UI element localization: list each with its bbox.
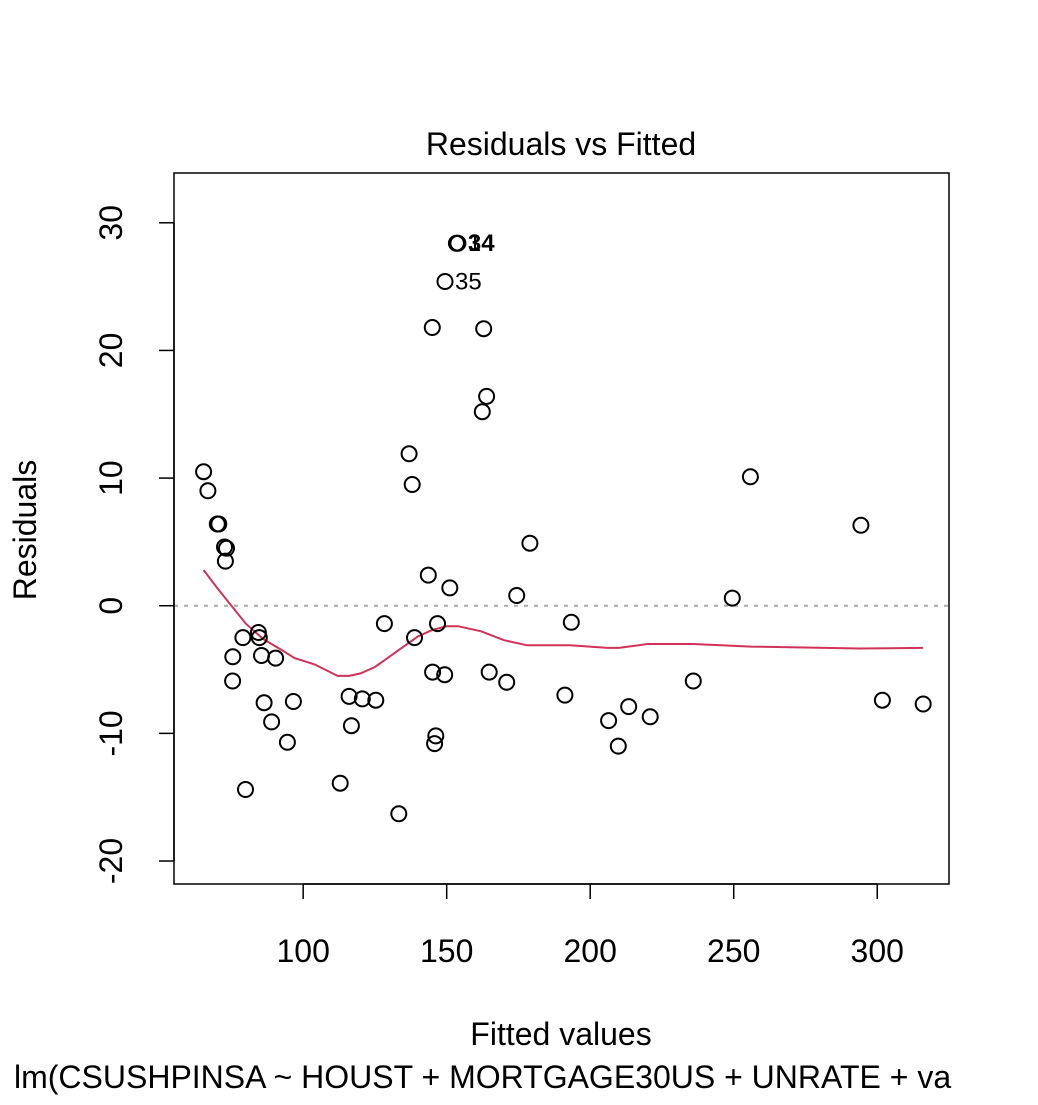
data-point xyxy=(475,320,493,338)
data-point xyxy=(873,691,891,709)
data-point xyxy=(436,273,454,290)
x-tick-label: 300 xyxy=(851,933,904,969)
data-point xyxy=(427,727,445,745)
points-layer xyxy=(195,234,932,823)
data-point xyxy=(436,666,454,684)
data-point xyxy=(224,648,242,666)
data-point xyxy=(521,534,539,552)
data-point xyxy=(423,319,441,336)
data-point xyxy=(620,698,638,716)
y-tick-label: -10 xyxy=(93,710,129,756)
data-point xyxy=(224,672,242,690)
y-axis: -20 -10 0 10 20 30 xyxy=(93,205,175,884)
data-point xyxy=(426,735,444,753)
y-tick-label: -20 xyxy=(93,838,129,884)
x-tick-label: 200 xyxy=(564,933,617,969)
data-point xyxy=(216,552,234,570)
y-tick-label: 20 xyxy=(93,333,129,369)
data-point xyxy=(278,733,296,751)
point-label: 34 xyxy=(468,230,495,257)
data-point xyxy=(429,615,446,633)
x-tick-label: 250 xyxy=(707,933,760,969)
data-point xyxy=(263,713,281,731)
point-label: 35 xyxy=(455,269,482,296)
data-point xyxy=(498,673,516,691)
data-point xyxy=(234,629,252,647)
data-point xyxy=(253,647,270,664)
data-point xyxy=(508,587,526,604)
data-point xyxy=(255,694,273,712)
data-point xyxy=(367,691,385,709)
y-tick-label: 0 xyxy=(93,597,129,615)
chart-title: Residuals vs Fitted xyxy=(426,126,696,162)
data-point xyxy=(250,629,268,647)
data-point xyxy=(406,629,423,647)
smooth-line-layer xyxy=(202,569,924,677)
data-point xyxy=(441,579,459,597)
data-point xyxy=(473,403,491,421)
x-axis: 100 150 200 250 300 xyxy=(276,883,904,969)
data-point xyxy=(480,663,498,681)
y-tick-label: 10 xyxy=(93,460,129,496)
data-point xyxy=(218,539,235,557)
data-point xyxy=(419,566,437,584)
data-point xyxy=(237,781,254,798)
plot-frame xyxy=(173,172,950,885)
x-tick-label: 100 xyxy=(276,933,329,969)
data-point xyxy=(340,687,358,705)
y-tick-label: 30 xyxy=(93,205,129,241)
data-point xyxy=(400,445,418,463)
data-point xyxy=(267,649,285,667)
data-point xyxy=(609,737,627,755)
data-point xyxy=(353,690,371,708)
x-axis-label: Fitted values xyxy=(470,1016,651,1052)
data-point xyxy=(403,476,421,493)
data-point xyxy=(342,717,360,735)
x-tick-label: 150 xyxy=(420,933,473,969)
smooth-trend-line xyxy=(202,569,924,677)
data-point xyxy=(478,387,496,405)
point-labels-layer: 341 35 xyxy=(455,230,495,295)
data-point xyxy=(684,672,702,690)
data-point xyxy=(723,589,741,607)
data-point xyxy=(562,613,580,631)
data-point xyxy=(199,482,217,500)
data-point xyxy=(210,515,228,533)
data-point xyxy=(641,708,659,726)
data-point xyxy=(284,693,302,710)
data-point xyxy=(600,712,618,730)
data-point xyxy=(331,774,349,792)
data-point xyxy=(195,463,213,481)
data-point xyxy=(852,516,870,534)
data-point xyxy=(390,805,408,823)
data-point xyxy=(424,663,442,681)
data-point xyxy=(741,468,759,486)
data-point xyxy=(914,695,932,713)
data-point xyxy=(556,686,574,704)
data-point xyxy=(449,234,467,252)
data-point xyxy=(375,615,393,633)
y-axis-label: Residuals xyxy=(7,460,43,601)
point-label: 1 xyxy=(468,230,481,257)
model-formula-subtitle: lm(CSUSHPINSA ~ HOUST + MORTGAGE30US + U… xyxy=(14,1059,951,1095)
